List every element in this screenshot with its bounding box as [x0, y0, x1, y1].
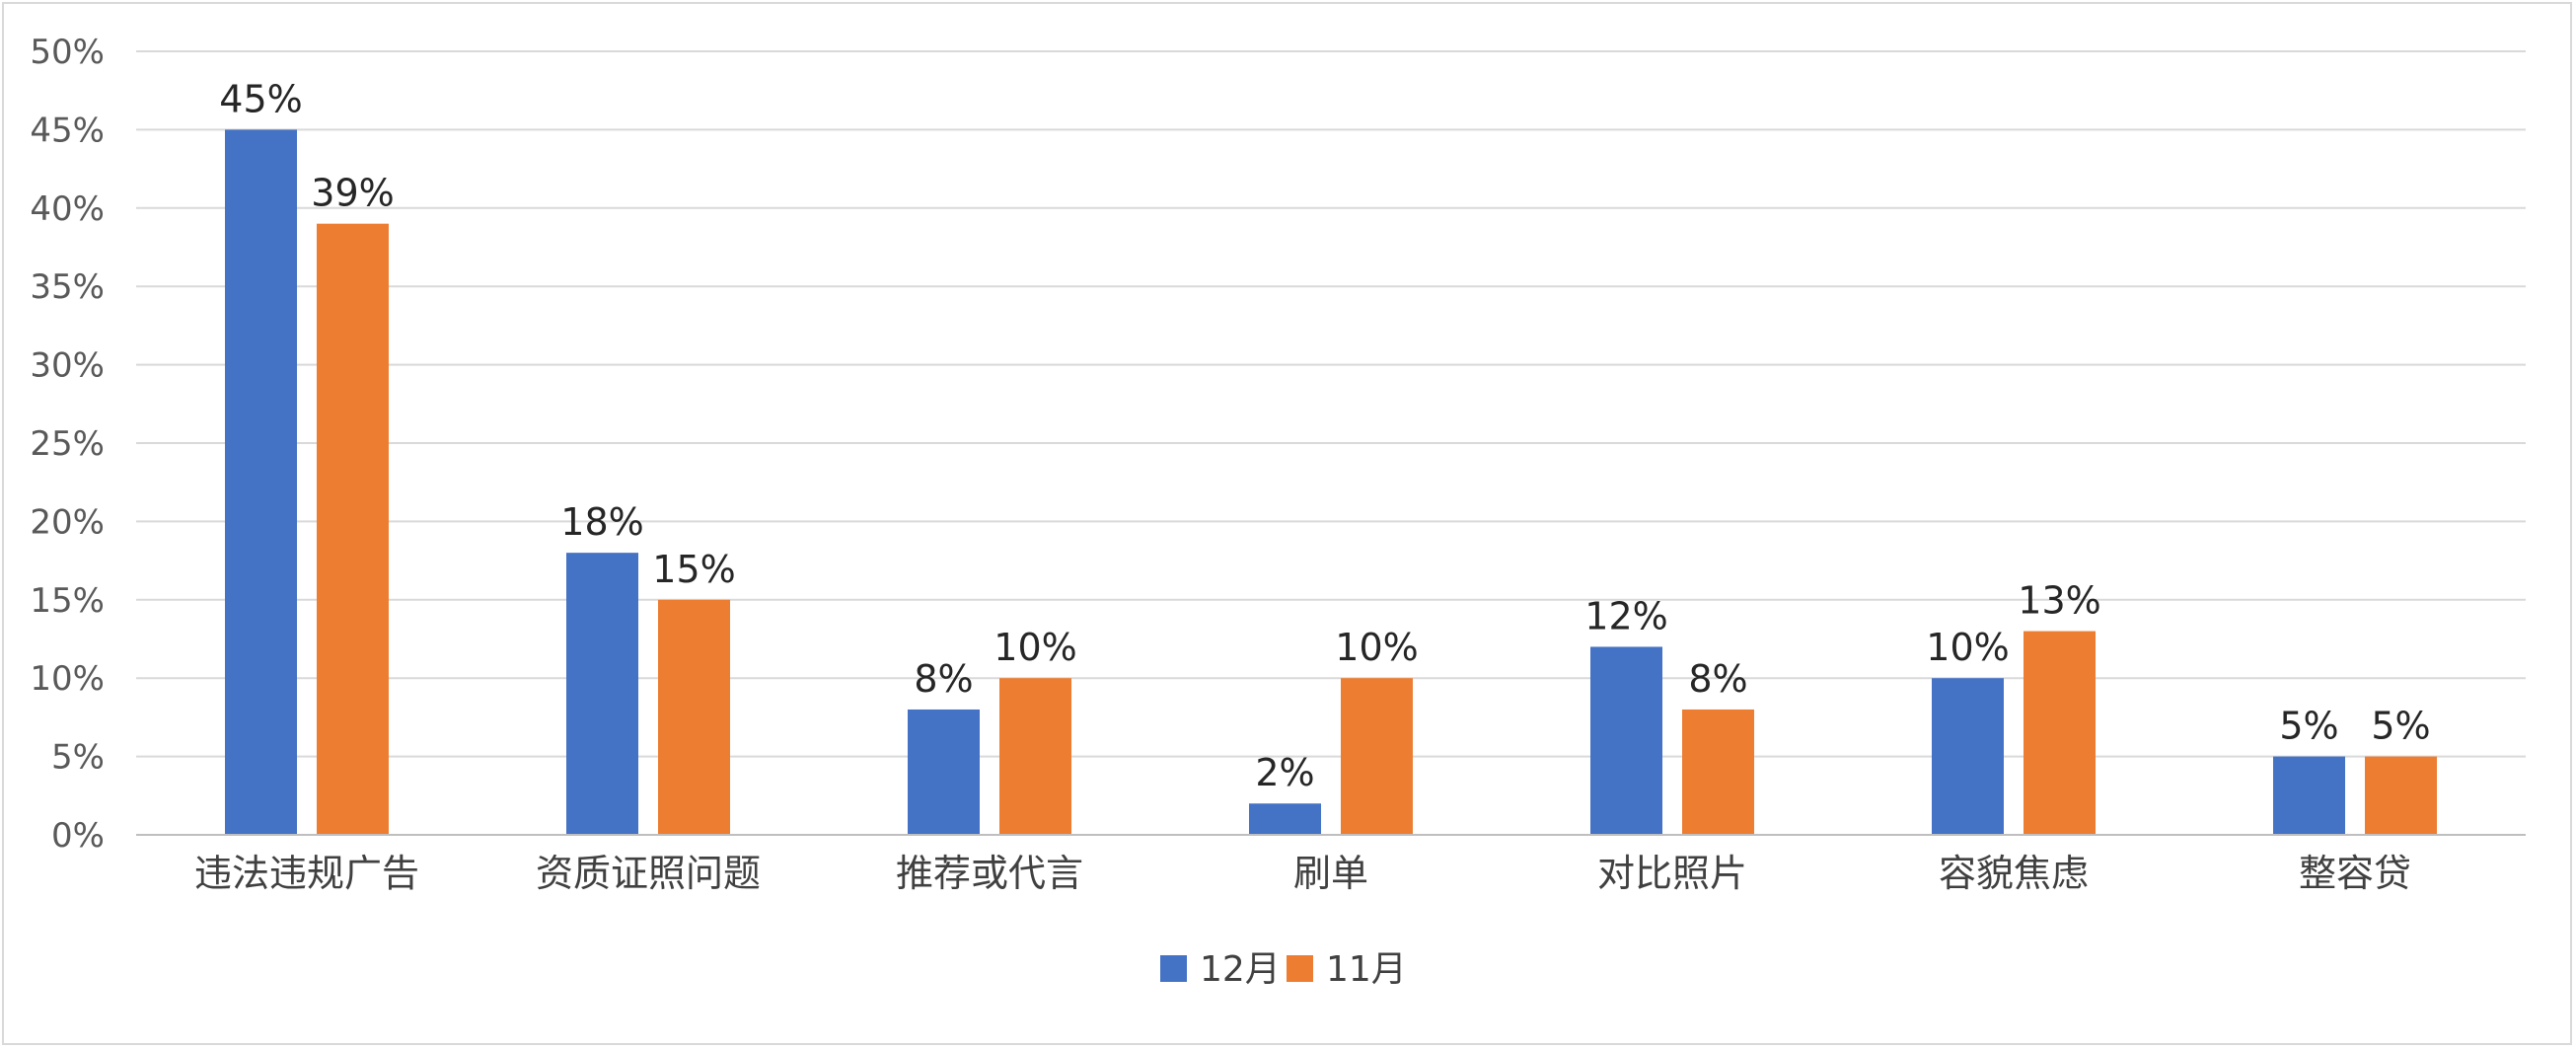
bar-dec-2: [908, 709, 980, 835]
y-tick-label: 40%: [30, 189, 105, 229]
legend-label: 11月: [1326, 949, 1407, 990]
data-label: 45%: [219, 77, 302, 120]
data-label: 2%: [1255, 751, 1314, 794]
x-tick-label: 整容贷: [2299, 852, 2411, 895]
bar-nov-1: [658, 599, 730, 835]
data-label: 5%: [2279, 705, 2338, 748]
data-label: 10%: [994, 626, 1076, 669]
x-tick-label: 容貌焦虑: [1939, 852, 2089, 895]
bar-dec-4: [1590, 646, 1662, 835]
legend-swatch: [1160, 955, 1187, 982]
y-tick-label: 0%: [51, 816, 105, 856]
y-tick-label: 30%: [30, 346, 105, 386]
bar-nov-4: [1682, 709, 1754, 835]
legend-label: 12月: [1200, 949, 1281, 990]
data-label: 13%: [2018, 579, 2100, 623]
data-label: 8%: [1688, 657, 1747, 701]
x-tick-label: 对比照片: [1597, 852, 1747, 895]
data-label: 10%: [1335, 626, 1418, 669]
data-label: 10%: [1926, 626, 2009, 669]
y-tick-label: 35%: [30, 267, 105, 307]
x-tick-label: 推荐或代言: [896, 852, 1083, 895]
legend-swatch: [1287, 955, 1313, 982]
bar-nov-6: [2365, 756, 2437, 835]
bar-dec-0: [225, 129, 297, 835]
x-tick-label: 违法违规广告: [194, 852, 419, 895]
bar-dec-6: [2273, 756, 2345, 835]
bar-dec-5: [1932, 678, 2004, 835]
bars: [225, 129, 2437, 835]
x-axis: 违法违规广告 资质证照问题 推荐或代言 刷单 对比照片 容貌焦虑 整容贷: [136, 834, 2526, 895]
y-tick-label: 25%: [30, 424, 105, 464]
y-axis-ticks: 0% 5% 10% 15% 20% 25% 30% 35% 40% 45% 50%: [30, 33, 105, 856]
data-labels: 45%39%18%15%8%10%2%10%12%8%10%13%5% 5%: [219, 77, 2430, 794]
y-tick-label: 45%: [30, 111, 105, 150]
data-label: 5%: [2371, 705, 2430, 748]
data-label: 12%: [1584, 594, 1667, 637]
data-label: 18%: [560, 500, 643, 544]
bar-nov-0: [317, 223, 389, 835]
y-tick-label: 10%: [30, 659, 105, 699]
y-tick-label: 50%: [30, 33, 105, 72]
bar-nov-5: [2024, 631, 2096, 835]
x-tick-label: 资质证照问题: [536, 852, 761, 895]
bar-nov-3: [1341, 678, 1413, 835]
y-tick-label: 5%: [51, 738, 105, 778]
y-tick-label: 15%: [30, 581, 105, 621]
data-label: 15%: [652, 548, 735, 591]
data-label: 39%: [311, 172, 394, 215]
bar-nov-2: [999, 678, 1071, 835]
bar-dec-1: [566, 553, 638, 835]
y-tick-label: 20%: [30, 502, 105, 542]
legend: 12月 11月: [1160, 949, 1407, 990]
data-label: 8%: [914, 657, 973, 701]
bar-dec-3: [1249, 803, 1321, 835]
gridlines: [136, 50, 2526, 758]
x-tick-label: 刷单: [1293, 852, 1368, 895]
